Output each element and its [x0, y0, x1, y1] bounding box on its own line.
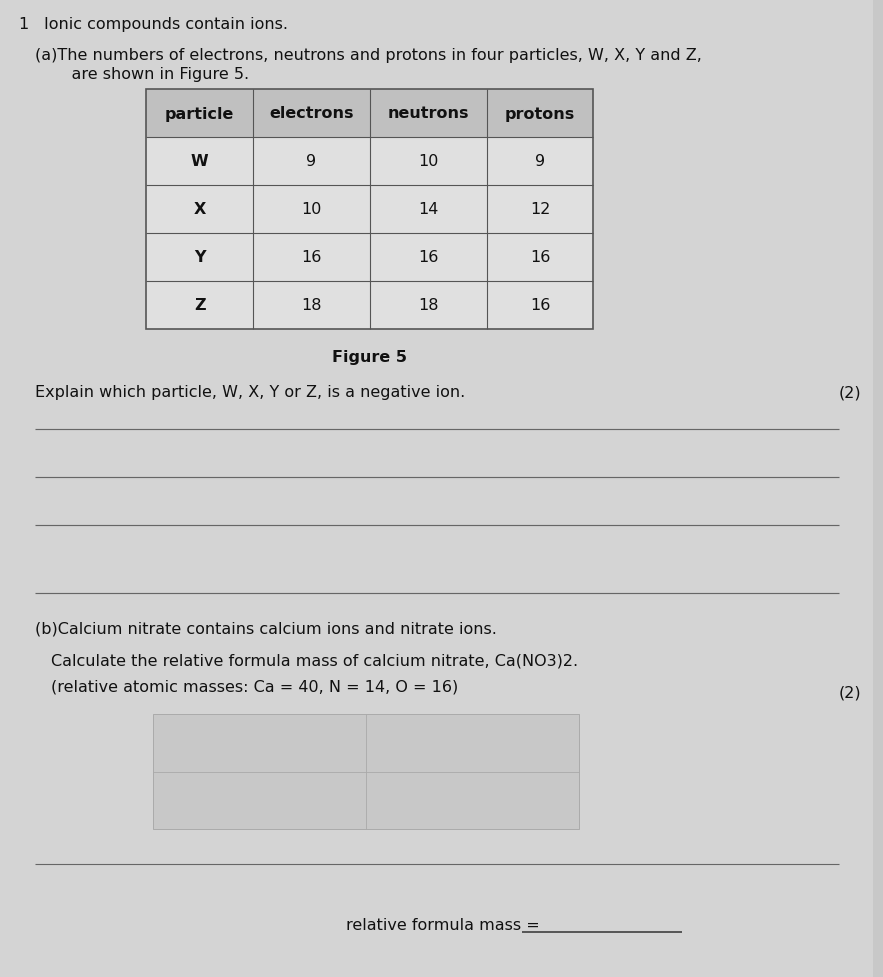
Text: 10: 10 [418, 154, 439, 169]
Bar [147, 90, 593, 329]
Text: Y: Y [194, 250, 206, 265]
Text: 10: 10 [301, 202, 321, 217]
Text: 9: 9 [535, 154, 545, 169]
Text: (2): (2) [839, 684, 861, 700]
Text: 18: 18 [301, 298, 321, 314]
Text: 14: 14 [418, 202, 439, 217]
Text: W: W [191, 154, 208, 169]
Text: neutrons: neutrons [388, 106, 469, 121]
Text: Figure 5: Figure 5 [332, 350, 407, 364]
Text: (b)Calcium nitrate contains calcium ions and nitrate ions.: (b)Calcium nitrate contains calcium ions… [34, 621, 496, 636]
Text: relative formula mass =: relative formula mass = [346, 916, 545, 931]
Text: Ionic compounds contain ions.: Ionic compounds contain ions. [43, 17, 288, 32]
Text: electrons: electrons [269, 106, 354, 121]
Text: X: X [193, 202, 206, 217]
Bar [147, 138, 593, 186]
Bar [147, 281, 593, 329]
Text: 16: 16 [530, 250, 550, 265]
Bar [147, 186, 593, 234]
Text: Explain which particle, W, X, Y or Z, is a negative ion.: Explain which particle, W, X, Y or Z, is… [34, 385, 464, 400]
Text: 16: 16 [301, 250, 321, 265]
Text: 18: 18 [418, 298, 439, 314]
Text: particle: particle [165, 106, 235, 121]
Text: 16: 16 [418, 250, 439, 265]
Text: (relative atomic masses: Ca = 40, N = 14, O = 16): (relative atomic masses: Ca = 40, N = 14… [51, 679, 458, 695]
Text: are shown in Figure 5.: are shown in Figure 5. [51, 67, 250, 82]
Text: 1: 1 [18, 17, 28, 32]
Text: 12: 12 [530, 202, 550, 217]
Text: protons: protons [505, 106, 575, 121]
Text: 16: 16 [530, 298, 550, 314]
Text: Calculate the relative formula mass of calcium nitrate, Ca(NO3)2.: Calculate the relative formula mass of c… [51, 654, 578, 668]
Bar [147, 90, 593, 138]
Bar [147, 234, 593, 281]
Text: (2): (2) [839, 385, 861, 400]
Text: Z: Z [194, 298, 206, 314]
Bar [154, 714, 578, 829]
Text: 9: 9 [306, 154, 317, 169]
Text: (a)The numbers of electrons, neutrons and protons in four particles, W, X, Y and: (a)The numbers of electrons, neutrons an… [34, 48, 701, 63]
